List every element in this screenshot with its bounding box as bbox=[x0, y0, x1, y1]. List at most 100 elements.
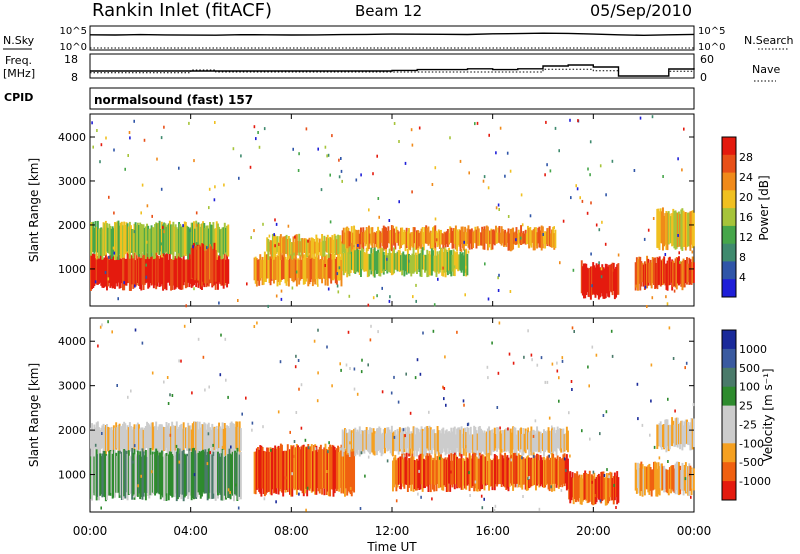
scatter-band-5 bbox=[523, 233, 526, 244]
scatter-point bbox=[175, 444, 178, 448]
scatter-band-5 bbox=[477, 228, 480, 246]
scatter-band-8 bbox=[675, 257, 678, 290]
scatter-band-0 bbox=[219, 254, 222, 285]
scatter-band-3 bbox=[279, 259, 282, 282]
scatter-band-8 bbox=[667, 257, 670, 286]
scatter-point bbox=[591, 480, 593, 484]
scatter-band-2 bbox=[338, 452, 341, 492]
colorbar-tick: 500 bbox=[739, 362, 760, 375]
scatter-point bbox=[221, 445, 224, 449]
scatter-band-3 bbox=[372, 428, 375, 455]
scatter-band-4 bbox=[426, 453, 429, 487]
colorbar-swatch bbox=[722, 137, 736, 156]
nsearch-tick-bottom: 10^0 bbox=[698, 42, 725, 53]
scatter-point bbox=[107, 277, 110, 281]
scatter-band-6 bbox=[661, 463, 663, 491]
scatter-point bbox=[357, 244, 359, 247]
scatter-band-3 bbox=[465, 432, 468, 457]
scatter-band-3 bbox=[461, 433, 464, 449]
velocity-colorbar-label: Velocity [m s⁻¹] bbox=[761, 368, 775, 461]
scatter-band-1 bbox=[120, 451, 123, 500]
scatter-point bbox=[554, 126, 557, 130]
scatter-point bbox=[192, 245, 194, 249]
scatter-point bbox=[605, 193, 607, 197]
scatter-band-0 bbox=[204, 423, 207, 457]
scatter-point bbox=[509, 169, 512, 173]
scatter-band-0 bbox=[102, 258, 105, 288]
scatter-band-6 bbox=[655, 462, 658, 497]
scatter-band-1 bbox=[135, 225, 138, 256]
freq-tick-bottom: 8 bbox=[71, 71, 78, 84]
scatter-band-4 bbox=[402, 459, 405, 487]
scatter-band-1 bbox=[167, 223, 170, 255]
scatter-band-3 bbox=[398, 427, 401, 452]
scatter-point bbox=[340, 169, 343, 173]
scatter-band-4 bbox=[267, 238, 270, 260]
scatter-band-8 bbox=[673, 262, 676, 287]
scatter-band-3 bbox=[470, 434, 473, 450]
scatter-band-6 bbox=[368, 253, 370, 277]
scatter-band-2 bbox=[197, 246, 200, 281]
scatter-band-2 bbox=[306, 446, 309, 497]
scatter-band-7 bbox=[670, 425, 672, 446]
scatter-band-5 bbox=[503, 231, 505, 247]
scatter-band-8 bbox=[638, 256, 641, 284]
scatter-point bbox=[666, 302, 669, 306]
scatter-point bbox=[163, 125, 165, 129]
scatter-band-0 bbox=[116, 255, 119, 287]
scatter-band-6 bbox=[432, 250, 434, 272]
scatter-band-3 bbox=[438, 430, 441, 455]
scatter-band-6 bbox=[398, 250, 401, 272]
scatter-band-1 bbox=[204, 227, 207, 253]
scatter-band-0 bbox=[146, 253, 149, 283]
scatter-band-5 bbox=[578, 474, 581, 499]
scatter-band-1 bbox=[150, 225, 153, 257]
scatter-band-4 bbox=[446, 457, 449, 492]
scatter-band-1 bbox=[135, 456, 138, 496]
scatter-band-1 bbox=[218, 453, 221, 494]
scatter-point bbox=[506, 151, 509, 155]
scatter-point bbox=[96, 129, 98, 132]
scatter-point bbox=[434, 166, 437, 170]
scatter-band-7 bbox=[686, 419, 688, 444]
scatter-band-4 bbox=[552, 453, 555, 484]
scatter-band-3 bbox=[411, 433, 414, 454]
scatter-band-5 bbox=[547, 227, 550, 245]
scatter-band-3 bbox=[293, 254, 296, 282]
scatter-band-3 bbox=[437, 430, 440, 453]
scatter-band-5 bbox=[395, 226, 398, 243]
scatter-point bbox=[428, 410, 430, 414]
scatter-band-7 bbox=[595, 263, 598, 295]
scatter-band-5 bbox=[429, 230, 432, 249]
scatter-band-4 bbox=[565, 454, 568, 491]
scatter-band-7 bbox=[671, 417, 674, 447]
scatter-point bbox=[223, 183, 225, 187]
scatter-point bbox=[569, 454, 571, 458]
scatter-band-3 bbox=[462, 428, 465, 456]
scatter-band-5 bbox=[524, 229, 527, 245]
scatter-band-8 bbox=[671, 259, 674, 291]
scatter-point bbox=[178, 460, 181, 464]
scatter-band-1 bbox=[190, 452, 193, 501]
scatter-point bbox=[206, 246, 208, 250]
scatter-band-6 bbox=[419, 253, 422, 277]
scatter-band-4 bbox=[282, 236, 285, 256]
scatter-band-3 bbox=[544, 430, 547, 453]
scatter-band-4 bbox=[543, 456, 545, 488]
scatter-band-5 bbox=[342, 227, 345, 245]
scatter-band-4 bbox=[497, 459, 500, 485]
scatter-band-1 bbox=[212, 222, 215, 256]
scatter-band-5 bbox=[608, 473, 611, 502]
scatter-band-1 bbox=[157, 455, 160, 494]
scatter-band-3 bbox=[421, 428, 424, 456]
scatter-band-1 bbox=[222, 449, 225, 501]
scatter-band-1 bbox=[187, 456, 190, 499]
scatter-band-4 bbox=[560, 459, 563, 485]
scatter-band-4 bbox=[513, 453, 516, 484]
scatter-point bbox=[367, 363, 369, 367]
scatter-band-1 bbox=[236, 447, 239, 501]
scatter-band-0 bbox=[115, 254, 118, 284]
scatter-band-4 bbox=[405, 452, 408, 485]
scatter-band-0 bbox=[143, 252, 146, 285]
